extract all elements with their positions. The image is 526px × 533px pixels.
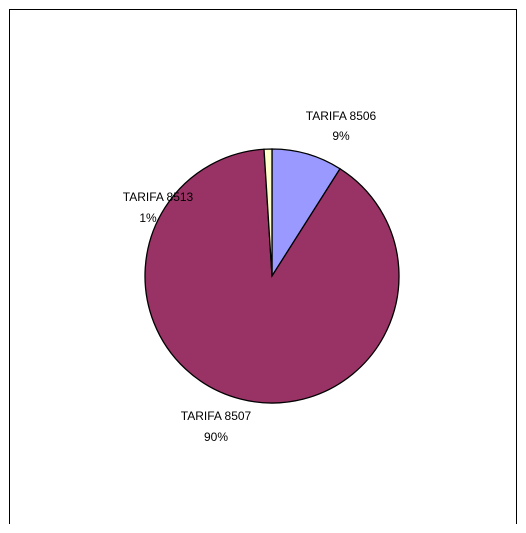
pie-slices (144, 148, 400, 404)
slice-label-tarifa-8506-percent: 9% (332, 129, 350, 143)
pie-labels: TARIFA 8506 9% TARIFA 8507 90% TARIFA 85… (123, 109, 377, 444)
chart-area: TARIFA 8506 9% TARIFA 8507 90% TARIFA 85… (9, 9, 517, 524)
slice-label-tarifa-8507-name: TARIFA 8507 (181, 409, 252, 423)
pie-slice-tarifa-8513 (263, 148, 273, 277)
slice-label-tarifa-8506-name: TARIFA 8506 (306, 109, 377, 123)
slice-label-tarifa-8513-percent: 1% (139, 211, 157, 225)
pie-chart: TARIFA 8506 9% TARIFA 8507 90% TARIFA 85… (123, 109, 400, 444)
slice-label-tarifa-8507-percent: 90% (204, 430, 228, 444)
pie-slice-tarifa-8507 (144, 148, 400, 404)
slice-label-tarifa-8513-name: TARIFA 8513 (123, 190, 194, 204)
